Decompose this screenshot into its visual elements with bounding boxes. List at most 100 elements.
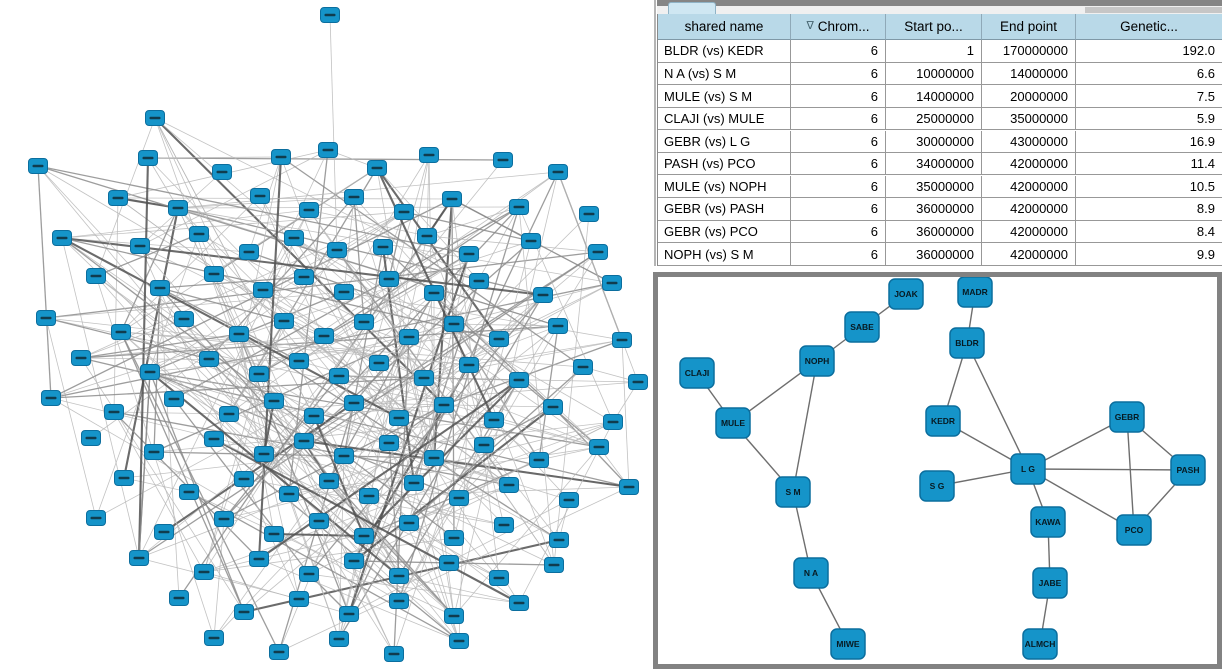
table-cell[interactable]: 6.6 <box>1076 62 1222 86</box>
table-cell[interactable]: 8.9 <box>1076 198 1222 221</box>
table-cell[interactable]: 34000000 <box>886 153 982 176</box>
table-cell[interactable]: N A (vs) S M <box>658 62 791 86</box>
table-cell[interactable]: NOPH (vs) S M <box>658 243 791 266</box>
network-node-kedr[interactable] <box>925 405 961 437</box>
network-edge <box>553 213 590 566</box>
table-cell[interactable]: 6 <box>791 107 886 131</box>
table-cell[interactable]: 6 <box>791 243 886 266</box>
table-cell[interactable]: 43000000 <box>982 130 1076 153</box>
table-cell[interactable]: MULE (vs) S M <box>658 85 791 108</box>
node-label-illegible <box>148 450 160 454</box>
network-node-miwe[interactable] <box>830 628 866 660</box>
table-cell[interactable]: 6 <box>791 130 886 153</box>
network-edge <box>248 156 282 253</box>
node-label-illegible <box>90 274 102 278</box>
table-cell[interactable]: 42000000 <box>982 243 1076 266</box>
table-cell[interactable]: 20000000 <box>982 85 1076 108</box>
network-node-kawa[interactable] <box>1030 506 1066 538</box>
column-header-chrom[interactable]: ∇ Chrom... <box>791 14 886 40</box>
table-cell[interactable]: PASH (vs) PCO <box>658 153 791 176</box>
table-cell[interactable]: 30000000 <box>886 130 982 153</box>
node-label-illegible <box>323 479 335 483</box>
table-cell[interactable]: 42000000 <box>982 220 1076 244</box>
table-cell[interactable]: 7.5 <box>1076 85 1222 108</box>
table-cell[interactable]: 36000000 <box>886 243 982 266</box>
network-node-bldr[interactable] <box>949 327 985 359</box>
table-cell[interactable]: 9.9 <box>1076 243 1222 266</box>
table-cell[interactable]: GEBR (vs) PCO <box>658 220 791 244</box>
network-node-s-m[interactable] <box>775 476 811 508</box>
table-cell[interactable]: 35000000 <box>982 107 1076 131</box>
table-cell[interactable]: 11.4 <box>1076 153 1222 176</box>
table-cell[interactable]: GEBR (vs) PASH <box>658 198 791 221</box>
table-cell[interactable]: 42000000 <box>982 153 1076 176</box>
table-cell[interactable]: 192.0 <box>1076 40 1222 63</box>
network-node-pco[interactable] <box>1116 514 1152 546</box>
table-cell[interactable]: CLAJI (vs) MULE <box>658 107 791 131</box>
table-cell[interactable]: 6 <box>791 40 886 63</box>
column-header-genetic[interactable]: Genetic... <box>1076 14 1222 40</box>
network-edge <box>338 292 435 377</box>
table-cell[interactable]: 170000000 <box>982 40 1076 63</box>
network-edge <box>45 291 345 319</box>
table-cell[interactable]: 8.4 <box>1076 220 1222 244</box>
column-header-start-po[interactable]: Start po... <box>886 14 982 40</box>
table-cell[interactable]: 6 <box>791 175 886 199</box>
network-edge[interactable] <box>966 342 1029 470</box>
node-label-illegible <box>144 370 156 374</box>
table-cell[interactable]: 42000000 <box>982 175 1076 199</box>
table-cell[interactable]: 16.9 <box>1076 130 1222 153</box>
table-cell[interactable]: 42000000 <box>982 198 1076 221</box>
table-cell[interactable]: GEBR (vs) L G <box>658 130 791 153</box>
network-node-jabe[interactable] <box>1032 567 1068 599</box>
network-node-sabe[interactable] <box>844 311 880 343</box>
table-cell[interactable]: BLDR (vs) KEDR <box>658 40 791 63</box>
horizontal-scrollbar-fragment[interactable] <box>1085 7 1222 13</box>
filter-icon[interactable]: ∇ <box>806 20 814 32</box>
node-label-illegible <box>268 399 280 403</box>
table-cell[interactable]: 14000000 <box>982 62 1076 86</box>
table-cell[interactable]: 6 <box>791 62 886 86</box>
overview-network-canvas[interactable] <box>0 0 652 669</box>
table-cell[interactable]: 14000000 <box>886 85 982 108</box>
column-header-end-point[interactable]: End point <box>982 14 1076 40</box>
table-cell[interactable]: 1 <box>886 40 982 63</box>
network-node-gebr[interactable] <box>1109 401 1145 433</box>
table-cell[interactable]: 6 <box>791 153 886 176</box>
table-tab-fragment[interactable] <box>668 2 716 14</box>
network-node-mule[interactable] <box>715 407 751 439</box>
network-node-madr[interactable] <box>957 277 993 308</box>
network-node-claji[interactable] <box>679 357 715 389</box>
network-node-almch[interactable] <box>1022 628 1058 660</box>
network-node-pash[interactable] <box>1170 454 1206 486</box>
panel-top-strip <box>657 2 1222 14</box>
node-label-illegible <box>463 252 475 256</box>
node-label-illegible <box>497 158 509 162</box>
network-node-noph[interactable] <box>799 345 835 377</box>
network-edge[interactable] <box>1126 416 1135 531</box>
network-edge[interactable] <box>792 360 818 493</box>
network-edge <box>338 294 544 640</box>
column-header-shared-name[interactable]: shared name <box>658 14 791 40</box>
table-cell[interactable]: 36000000 <box>886 198 982 221</box>
table-cell[interactable]: 5.9 <box>1076 107 1222 131</box>
network-edge <box>262 400 276 455</box>
table-cell[interactable]: 6 <box>791 220 886 244</box>
network-node-s-g[interactable] <box>919 470 955 502</box>
network-edge[interactable] <box>1027 468 1135 531</box>
table-cell[interactable]: 10.5 <box>1076 175 1222 199</box>
table-cell[interactable]: 36000000 <box>886 220 982 244</box>
table-cell[interactable]: 6 <box>791 85 886 108</box>
table-cell[interactable]: 10000000 <box>886 62 982 86</box>
network-node-joak[interactable] <box>888 278 924 310</box>
network-node-l-g[interactable] <box>1010 453 1046 485</box>
table-cell[interactable]: 6 <box>791 198 886 221</box>
subnetwork-canvas[interactable]: JOAK SABE NOPH CLAJI MULE S M N A MIWE MADR BLDR K… <box>658 277 1217 664</box>
network-node-n-a[interactable] <box>793 557 829 589</box>
node-label-illegible <box>358 534 370 538</box>
panel-divider[interactable] <box>654 0 656 266</box>
table-cell[interactable]: 35000000 <box>886 175 982 199</box>
table-cell[interactable]: 25000000 <box>886 107 982 131</box>
network-edge[interactable] <box>1027 468 1189 471</box>
table-cell[interactable]: MULE (vs) NOPH <box>658 175 791 199</box>
